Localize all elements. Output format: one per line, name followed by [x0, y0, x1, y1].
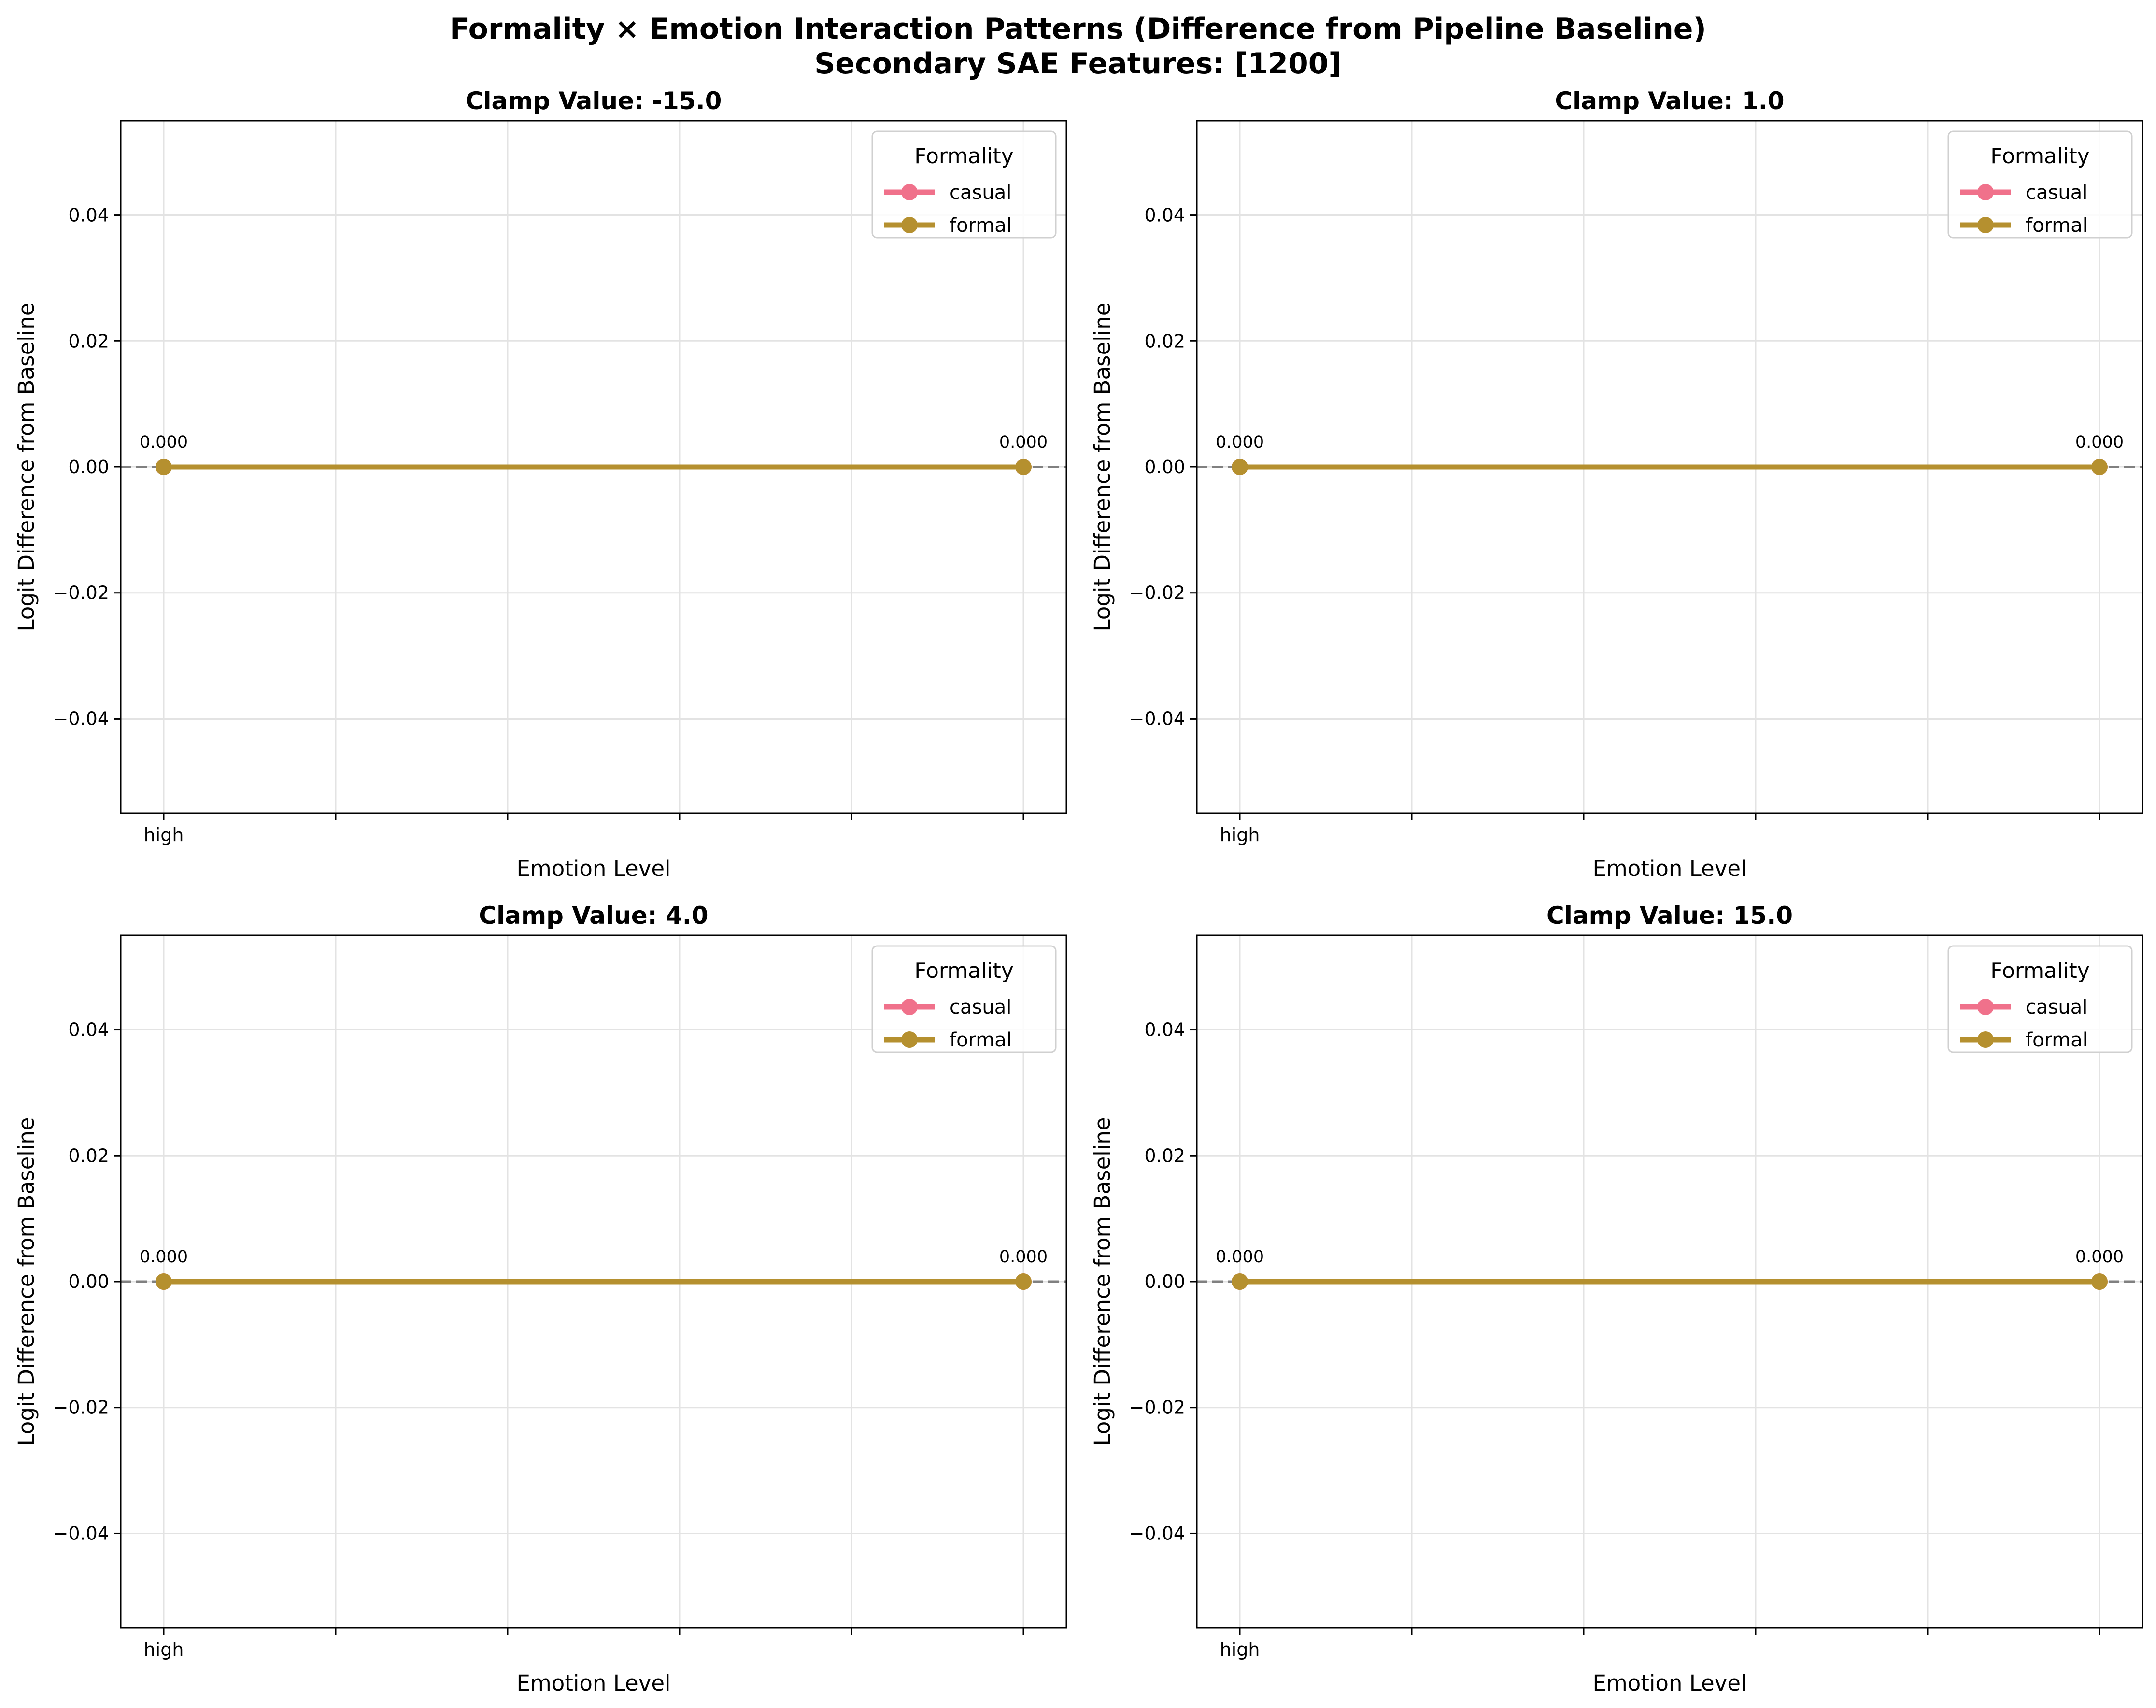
- y-tick-label: −0.02: [1129, 1397, 1185, 1418]
- legend-swatch-marker-formal: [901, 217, 918, 233]
- y-tick-label: 0.02: [1144, 1145, 1185, 1166]
- legend-box: [871, 945, 1057, 1053]
- data-point-formal: [2091, 1273, 2108, 1290]
- legend-title: Formality: [914, 144, 1014, 169]
- legend-label-casual: casual: [950, 182, 1011, 204]
- data-point-formal: [156, 1273, 172, 1290]
- x-axis-label: Emotion Level: [516, 856, 670, 881]
- data-label: 0.000: [999, 1247, 1048, 1267]
- y-tick-label: 0.02: [1144, 330, 1185, 352]
- legend-title: Formality: [914, 959, 1014, 983]
- y-axis-label: Logit Difference from Baseline: [1090, 1117, 1115, 1446]
- y-tick-label: 0.02: [68, 1145, 109, 1166]
- y-tick-label: 0.04: [1144, 205, 1185, 226]
- legend-swatch-marker-casual: [901, 184, 918, 200]
- data-point-formal: [156, 459, 172, 475]
- subplot-grid: 0.000 0.000 high −0.04 −0.02 0.00 0.02 0.04 Clam…: [14, 87, 2143, 1696]
- legend-box: [871, 130, 1057, 239]
- data-label: 0.000: [999, 433, 1048, 452]
- y-axis-label: Logit Difference from Baseline: [1090, 303, 1115, 632]
- x-tick-label: high: [1220, 824, 1260, 846]
- legend-title: Formality: [1990, 959, 2090, 983]
- data-label: 0.000: [2075, 1247, 2124, 1267]
- subplot-title: Clamp Value: 15.0: [1546, 902, 1793, 930]
- x-tick-label: high: [1220, 1639, 1260, 1660]
- y-tick-label: 0.02: [68, 330, 109, 352]
- legend-swatch-marker-casual: [1977, 184, 1994, 200]
- subplot-title: Clamp Value: 1.0: [1555, 87, 1784, 115]
- legend: Formality casual formal: [1947, 945, 2133, 1053]
- y-tick-label: 0.00: [68, 1271, 109, 1292]
- legend-box: [1947, 945, 2133, 1053]
- legend-label-formal: formal: [2026, 214, 2088, 237]
- y-tick-label: −0.04: [53, 708, 109, 729]
- subplot-2: 0.000 0.000 high −0.04 −0.02 0.00 0.02 0.04 Clam…: [1090, 87, 2143, 881]
- x-axis-label: Emotion Level: [516, 1670, 670, 1696]
- legend-swatch-marker-formal: [901, 1031, 918, 1048]
- y-tick-label: 0.00: [1144, 456, 1185, 478]
- data-point-formal: [1232, 459, 1248, 475]
- data-label: 0.000: [140, 433, 188, 452]
- legend-box: [1947, 130, 2133, 239]
- subplot-title: Clamp Value: -15.0: [466, 87, 722, 115]
- legend: Formality casual formal: [1947, 130, 2133, 239]
- legend: Formality casual formal: [871, 130, 1057, 239]
- x-tick-label: high: [144, 1639, 184, 1660]
- legend: Formality casual formal: [871, 945, 1057, 1053]
- x-axis-label: Emotion Level: [1592, 1670, 1746, 1696]
- data-point-formal: [1232, 1273, 1248, 1290]
- y-tick-label: −0.04: [53, 1523, 109, 1544]
- x-axis-label: Emotion Level: [1592, 856, 1746, 881]
- subplot-1: 0.000 0.000 high −0.04 −0.02 0.00 0.02 0.04 Clam…: [14, 87, 1067, 881]
- subplot-3: 0.000 0.000 high −0.04 −0.02 0.00 0.02 0.04 Clam…: [14, 902, 1067, 1696]
- y-tick-label: −0.02: [53, 1397, 109, 1418]
- data-label: 0.000: [1216, 1247, 1264, 1267]
- legend-swatch-marker-formal: [1977, 1031, 1994, 1048]
- legend-title: Formality: [1990, 144, 2090, 169]
- figure-title-line2: Secondary SAE Features: [1200]: [814, 47, 1342, 81]
- data-point-formal: [1015, 459, 1032, 475]
- data-label: 0.000: [2075, 433, 2124, 452]
- legend-label-formal: formal: [2026, 1029, 2088, 1051]
- y-tick-label: 0.00: [68, 456, 109, 478]
- legend-swatch-marker-casual: [1977, 999, 1994, 1015]
- subplot-title: Clamp Value: 4.0: [479, 902, 708, 930]
- legend-label-casual: casual: [2026, 996, 2087, 1018]
- y-tick-label: −0.02: [53, 582, 109, 604]
- legend-label-formal: formal: [950, 214, 1012, 237]
- legend-label-formal: formal: [950, 1029, 1012, 1051]
- legend-label-casual: casual: [2026, 182, 2087, 204]
- y-axis-label: Logit Difference from Baseline: [14, 303, 39, 632]
- data-label: 0.000: [1216, 433, 1264, 452]
- legend-swatch-marker-casual: [901, 999, 918, 1015]
- y-axis-label: Logit Difference from Baseline: [14, 1117, 39, 1446]
- data-point-formal: [2091, 459, 2108, 475]
- y-tick-label: 0.04: [1144, 1019, 1185, 1041]
- subplot-4: 0.000 0.000 high −0.04 −0.02 0.00 0.02 0.04 Clam…: [1090, 902, 2143, 1696]
- legend-label-casual: casual: [950, 996, 1011, 1018]
- legend-swatch-marker-formal: [1977, 217, 1994, 233]
- data-point-formal: [1015, 1273, 1032, 1290]
- figure-title-line1: Formality × Emotion Interaction Patterns…: [450, 12, 1706, 46]
- y-tick-label: −0.04: [1129, 708, 1185, 729]
- data-label: 0.000: [140, 1247, 188, 1267]
- y-tick-label: 0.00: [1144, 1271, 1185, 1292]
- y-tick-label: −0.02: [1129, 582, 1185, 604]
- y-tick-label: −0.04: [1129, 1523, 1185, 1544]
- y-tick-label: 0.04: [68, 205, 109, 226]
- y-tick-label: 0.04: [68, 1019, 109, 1041]
- x-tick-label: high: [144, 824, 184, 846]
